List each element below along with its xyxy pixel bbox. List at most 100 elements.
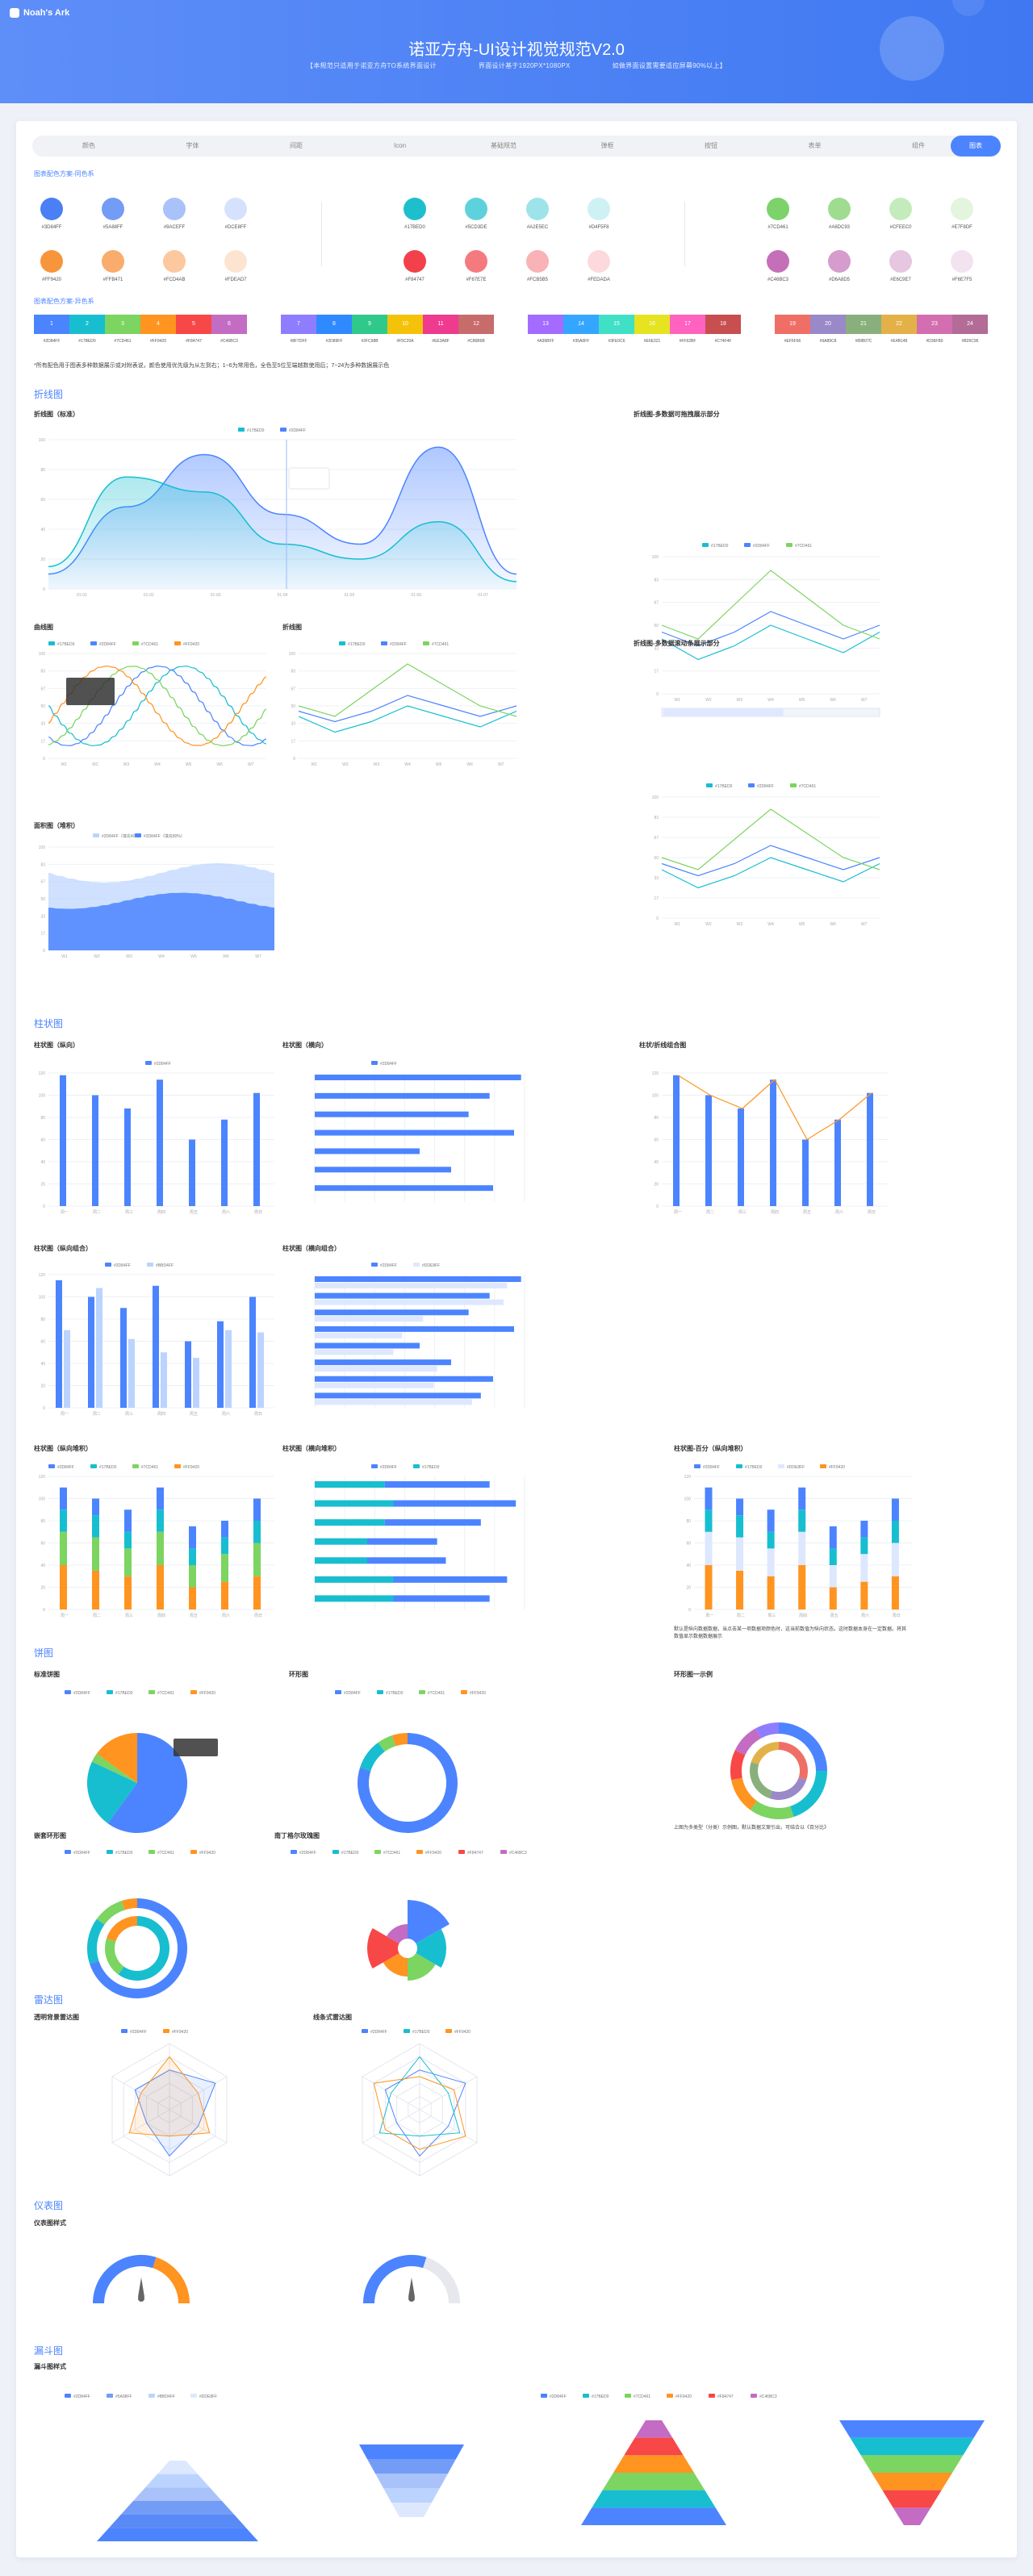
legend-swatch (416, 1850, 423, 1854)
funnel-layer (121, 2501, 234, 2515)
bar (124, 1548, 132, 1576)
color-strip-label: #2D89FF (325, 339, 343, 344)
legend-label: #7CD461 (795, 544, 812, 549)
bar (189, 1139, 195, 1206)
bar (189, 1548, 196, 1565)
tab-1[interactable]: 字体 (186, 142, 199, 149)
tick-label: 83 (40, 862, 45, 867)
tab-9[interactable]: 图表 (951, 136, 1001, 157)
bar (124, 1531, 132, 1549)
tick-label: 60 (40, 1542, 45, 1547)
legend-swatch (461, 1690, 467, 1694)
section-gauge-title: 仪表图 (34, 2200, 64, 2211)
legend-swatch (291, 1850, 297, 1854)
color-strip-cell: 24 (952, 315, 988, 334)
color-swatch (828, 250, 851, 273)
tick-label: 20 (40, 1384, 45, 1389)
pie-slice (731, 1777, 757, 1810)
spec-1: 【本规范只适用于诺亚方舟TO系统界面设计 (306, 62, 437, 69)
tab-2[interactable]: 间距 (290, 142, 303, 149)
area-fill (48, 477, 516, 589)
bar (384, 1481, 490, 1488)
bar (867, 1092, 873, 1206)
tab-4[interactable]: 基础规范 (491, 142, 516, 149)
tick-label: W1 (61, 762, 68, 767)
pie-slice (87, 1761, 137, 1824)
pie-slice (357, 1733, 458, 1834)
series-line (48, 666, 267, 746)
bar (767, 1576, 775, 1609)
color-hex: #FFB471 (102, 278, 123, 282)
legend-label: #17BED0 (348, 642, 366, 647)
tab-7[interactable]: 表单 (808, 142, 822, 149)
bar (157, 1079, 163, 1206)
legend-swatch (163, 2029, 169, 2033)
tick-label: 33 (40, 914, 45, 919)
chart-title: 漏斗图样式 (34, 2363, 66, 2370)
bar (315, 1399, 472, 1405)
bar (315, 1359, 451, 1366)
app-logo[interactable]: Noah's Ark (10, 8, 69, 18)
legend-label: #2D84FF（填充40%） (102, 833, 143, 839)
bar (891, 1543, 899, 1576)
section-funnel-title: 漏斗图 (34, 2345, 64, 2357)
color-swatch (526, 250, 549, 273)
tick-label: 120 (39, 1071, 46, 1076)
legend-swatch (148, 2394, 155, 2398)
tick-label: 周六 (835, 1209, 843, 1215)
tick-label: 83 (654, 578, 659, 582)
legend-swatch (374, 1850, 381, 1854)
tab-8[interactable]: 组件 (912, 142, 925, 149)
legend-label: #7CD461 (157, 1851, 174, 1856)
color-strip-cell: 14 (563, 315, 599, 334)
radar-axis (362, 2076, 420, 2110)
pie-slice (91, 1753, 137, 1783)
bar (315, 1538, 367, 1545)
legend-label: #17BED0 (745, 1465, 763, 1470)
tick-label: 0 (43, 587, 45, 592)
legend-swatch (362, 2029, 368, 2033)
bar (315, 1332, 403, 1338)
bar (128, 1338, 135, 1408)
chart-title: 嵌套环形图 (34, 1832, 66, 1839)
radar-grid (384, 2069, 455, 2150)
legend-label: #7CD461 (634, 2394, 650, 2399)
tick-label: 17 (40, 932, 45, 937)
tick-label: W7 (255, 954, 261, 959)
legend-swatch (541, 2394, 547, 2398)
color-swatch (163, 198, 186, 220)
bar (834, 1119, 841, 1206)
bar (253, 1576, 261, 1609)
color-strip-cell: 8 (316, 315, 352, 334)
scroll-thumb (663, 708, 784, 716)
color-strip-cell: 11 (423, 315, 458, 334)
tick-label: W1 (675, 698, 681, 703)
chart-title: 柱状图（纵向组合） (34, 1245, 92, 1252)
bar (705, 1565, 713, 1609)
tick-label: 0 (43, 1204, 45, 1209)
color-strip-label: #89B07C (855, 339, 872, 344)
pie-slice (751, 1742, 779, 1764)
bar (60, 1509, 67, 1532)
bar (56, 1280, 62, 1408)
bar (315, 1316, 424, 1322)
tick-label: 60 (40, 498, 45, 503)
legend-swatch (93, 833, 99, 837)
tab-3[interactable]: Icon (393, 142, 407, 149)
chart-title: 柱状图（横向） (282, 1042, 328, 1049)
legend-swatch (500, 1850, 507, 1854)
chart-title: 柱状图（纵向） (34, 1042, 79, 1049)
radar-grid (396, 2082, 443, 2137)
legend-label: #17BED0 (341, 1851, 359, 1856)
tab-6[interactable]: 按钮 (705, 142, 717, 149)
legend-swatch (790, 783, 797, 787)
tick-label: 80 (40, 1519, 45, 1524)
tab-0[interactable]: 颜色 (82, 142, 95, 149)
color-strip-label: #9A89C8 (819, 339, 837, 344)
color-swatch (951, 198, 973, 220)
series-line (298, 695, 517, 723)
tab-5[interactable]: 弹框 (600, 142, 614, 149)
legend-swatch (65, 1850, 71, 1854)
legend-swatch (148, 1690, 155, 1694)
legend-swatch (238, 428, 245, 432)
